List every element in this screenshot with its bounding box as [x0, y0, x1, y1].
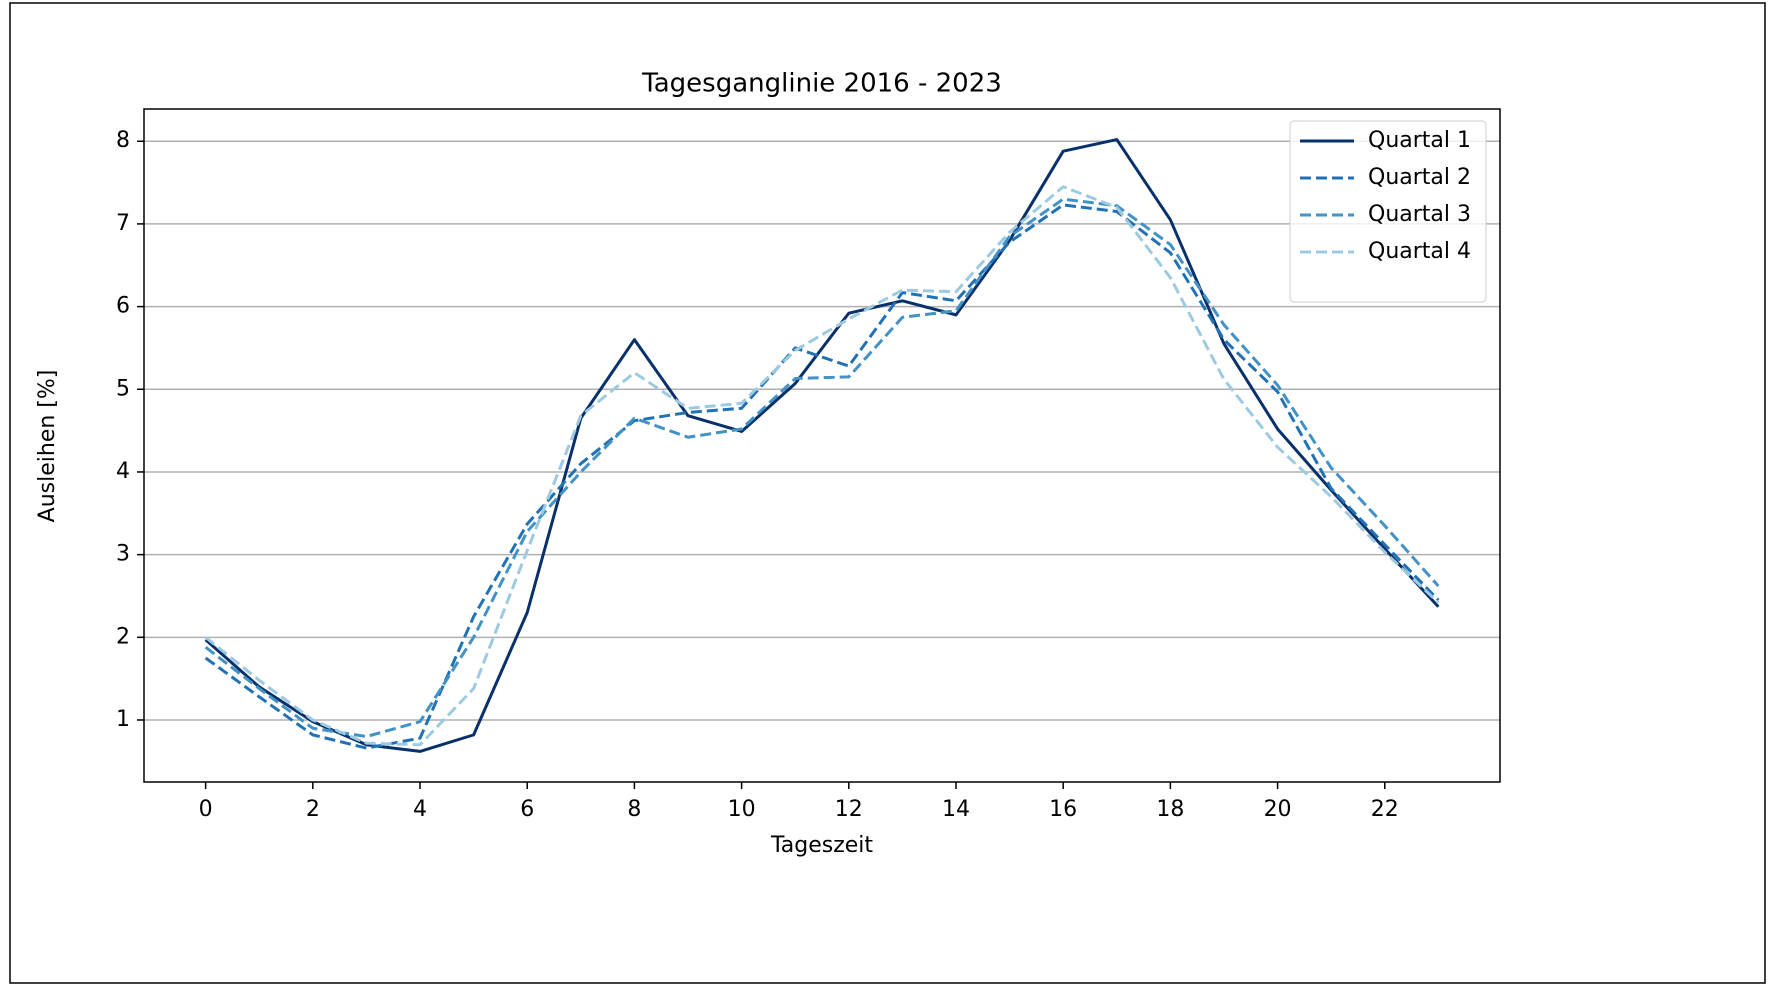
y-tick-label: 1	[116, 707, 130, 732]
chart-title: Tagesganglinie 2016 - 2023	[641, 69, 1002, 99]
line-series	[204, 185, 1440, 747]
line-series	[204, 203, 1440, 750]
x-tick-label: 8	[627, 797, 641, 822]
legend-label: Quartal 4	[1368, 239, 1471, 264]
x-tick-label: 22	[1371, 797, 1399, 822]
x-tick-label: 14	[942, 797, 970, 822]
x-tick-label: 16	[1049, 797, 1077, 822]
y-tick-label: 8	[116, 128, 130, 153]
figure-border	[9, 2, 1766, 984]
legend-label: Quartal 3	[1368, 202, 1471, 227]
x-tick-label: 2	[306, 797, 320, 822]
y-tick-label: 6	[116, 294, 130, 319]
y-tick-label: 7	[116, 211, 130, 236]
y-tick-label: 2	[116, 624, 130, 649]
x-tick-label: 0	[199, 797, 213, 822]
y-tick-label: 3	[116, 542, 130, 567]
x-tick-label: 6	[520, 797, 534, 822]
legend-label: Quartal 2	[1368, 165, 1471, 190]
x-tick-label: 4	[413, 797, 427, 822]
x-tick-label: 12	[835, 797, 863, 822]
legend-box	[1289, 120, 1487, 303]
x-tick-label: 18	[1156, 797, 1184, 822]
plot-frame	[143, 108, 1501, 783]
y-axis-label: Ausleihen [%]	[35, 370, 60, 523]
y-tick-label: 5	[116, 376, 130, 401]
y-tick-label: 4	[116, 459, 130, 484]
x-axis-label: Tageszeit	[770, 833, 873, 858]
x-tick-label: 10	[728, 797, 756, 822]
line-series	[204, 138, 1440, 753]
line-series	[204, 197, 1440, 739]
x-tick-label: 20	[1264, 797, 1292, 822]
legend-label: Quartal 1	[1368, 128, 1471, 153]
